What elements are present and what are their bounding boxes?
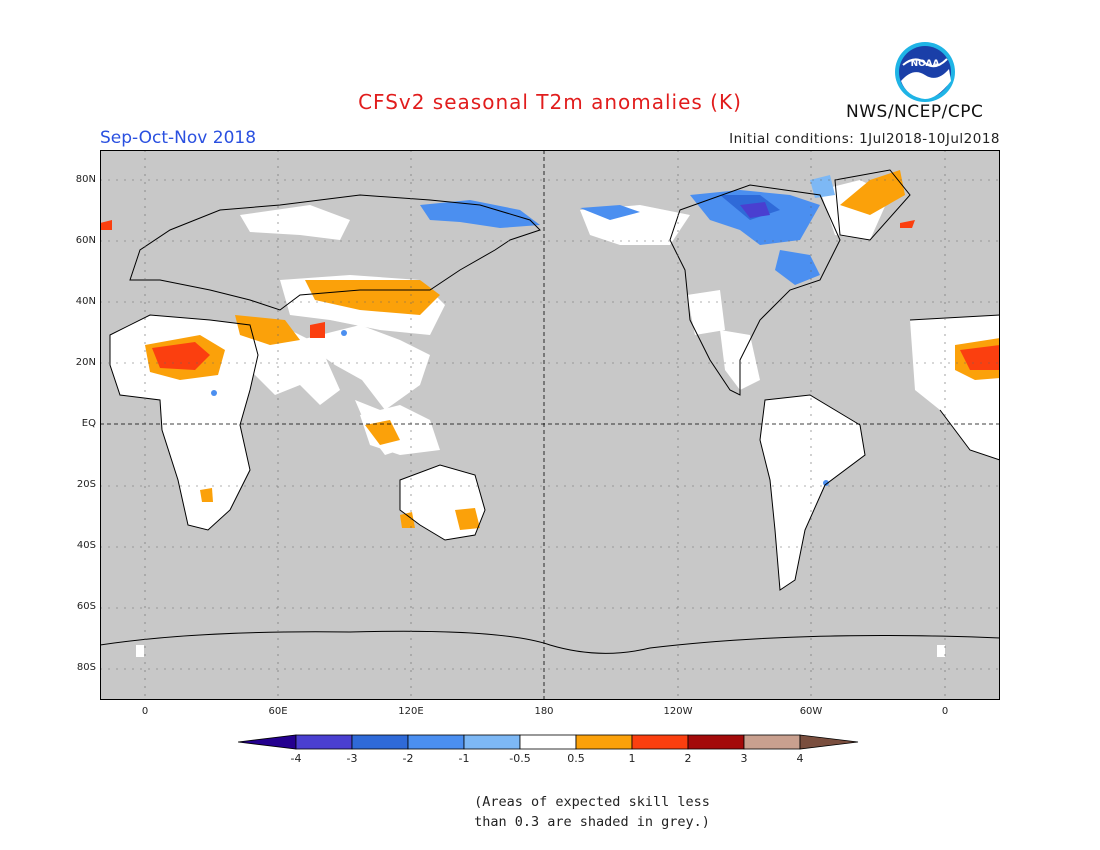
- colorbar-swatch: [575, 734, 633, 750]
- colorbar-label-neg4: -4: [290, 752, 302, 765]
- colorbar: [238, 734, 859, 750]
- svg-text:NOAA: NOAA: [911, 59, 940, 69]
- neutral-anomaly-regions: [110, 180, 1000, 657]
- negative-anomaly-regions: [211, 175, 835, 486]
- anomaly-map: [100, 150, 1000, 700]
- colorbar-swatch: [463, 734, 521, 750]
- colorbar-swatch: [295, 734, 353, 750]
- noaa-logo-icon: NOAA: [895, 42, 955, 102]
- lon-label-0-left: 0: [141, 706, 149, 717]
- footnote-line-1: (Areas of expected skill less: [474, 794, 710, 810]
- colorbar-label-0-5: 0.5: [567, 752, 585, 765]
- colorbar-swatch: [519, 734, 577, 750]
- lat-label-20n: 20N: [75, 357, 96, 368]
- lat-label-60n: 60N: [75, 235, 96, 246]
- lat-label-20s: 20S: [76, 479, 96, 490]
- positive-anomaly-regions: [100, 170, 1000, 530]
- colorbar-label-neg0-5: -0.5: [509, 752, 531, 765]
- lon-label-120w: 120W: [663, 706, 693, 717]
- graticule: [100, 150, 1000, 700]
- colorbar-label-3: 3: [740, 752, 748, 765]
- season-label: Sep-Oct-Nov 2018: [100, 128, 257, 148]
- colorbar-swatch: [743, 734, 801, 750]
- lat-label-40s: 40S: [76, 540, 96, 551]
- colorbar-arrow-high: [799, 734, 859, 750]
- lat-label-40n: 40N: [75, 296, 96, 307]
- lat-label-80n: 80N: [75, 174, 96, 185]
- lon-label-180: 180: [534, 706, 554, 717]
- colorbar-label-neg2: -2: [402, 752, 414, 765]
- colorbar-label-1: 1: [628, 752, 636, 765]
- colorbar-label-neg1: -1: [458, 752, 470, 765]
- lon-label-120e: 120E: [398, 706, 424, 717]
- lat-label-eq: EQ: [81, 418, 96, 429]
- lat-label-80s: 80S: [76, 662, 96, 673]
- colorbar-swatch: [351, 734, 409, 750]
- skill-footnote: (Areas of expected skill less than 0.3 a…: [0, 792, 1100, 832]
- colorbar-label-2: 2: [684, 752, 692, 765]
- footnote-line-2: than 0.3 are shaded in grey.): [474, 814, 710, 830]
- colorbar-swatch: [687, 734, 745, 750]
- lon-label-60w: 60W: [799, 706, 823, 717]
- organization-label: NWS/NCEP/CPC: [846, 102, 984, 122]
- map-frame: [100, 150, 1000, 700]
- lon-label-0-right: 0: [941, 706, 949, 717]
- coastlines: [100, 169, 1000, 654]
- colorbar-label-neg3: -3: [346, 752, 358, 765]
- colorbar-swatch: [631, 734, 689, 750]
- lat-label-60s: 60S: [76, 601, 96, 612]
- lon-label-60e: 60E: [268, 706, 288, 717]
- colorbar-label-4: 4: [796, 752, 804, 765]
- colorbar-arrow-low: [238, 734, 297, 750]
- initial-conditions-label: Initial conditions: 1Jul2018-10Jul2018: [729, 131, 1000, 147]
- colorbar-swatch: [407, 734, 465, 750]
- chart-title: CFSv2 seasonal T2m anomalies (K): [358, 90, 742, 114]
